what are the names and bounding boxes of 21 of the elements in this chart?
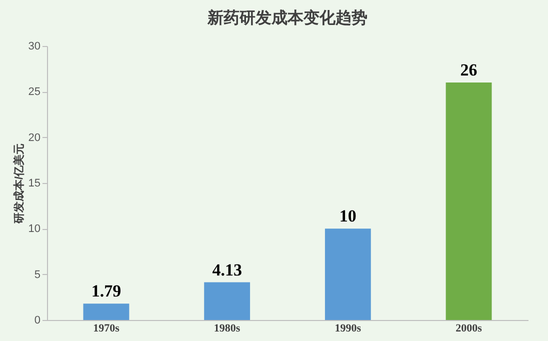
y-tick-label: 15 (28, 178, 40, 190)
data-label: 10 (339, 206, 356, 226)
y-tick-label: 20 (28, 132, 40, 144)
bar (324, 228, 371, 320)
bar (204, 282, 250, 320)
y-tick-label: 5 (34, 268, 40, 281)
x-tick-label: 1970s (93, 322, 120, 334)
y-tick-label: 0 (34, 314, 40, 326)
data-label: 4.13 (212, 260, 242, 280)
y-tick-label: 25 (28, 86, 40, 98)
data-label: 1.79 (91, 282, 122, 301)
y-axis-title: 研发成本/亿美元 (12, 143, 26, 225)
bar (83, 304, 130, 320)
x-tick-label: 1980s (214, 322, 241, 334)
x-tick-label: 1990s (334, 322, 362, 334)
chart-title: 新药研发成本变化趋势 (206, 9, 368, 27)
x-tick-label: 2000s (456, 322, 483, 334)
bar (446, 82, 492, 320)
y-tick-label: 30 (28, 40, 40, 52)
y-tick-label: 10 (28, 223, 40, 236)
data-label: 26 (460, 60, 478, 80)
